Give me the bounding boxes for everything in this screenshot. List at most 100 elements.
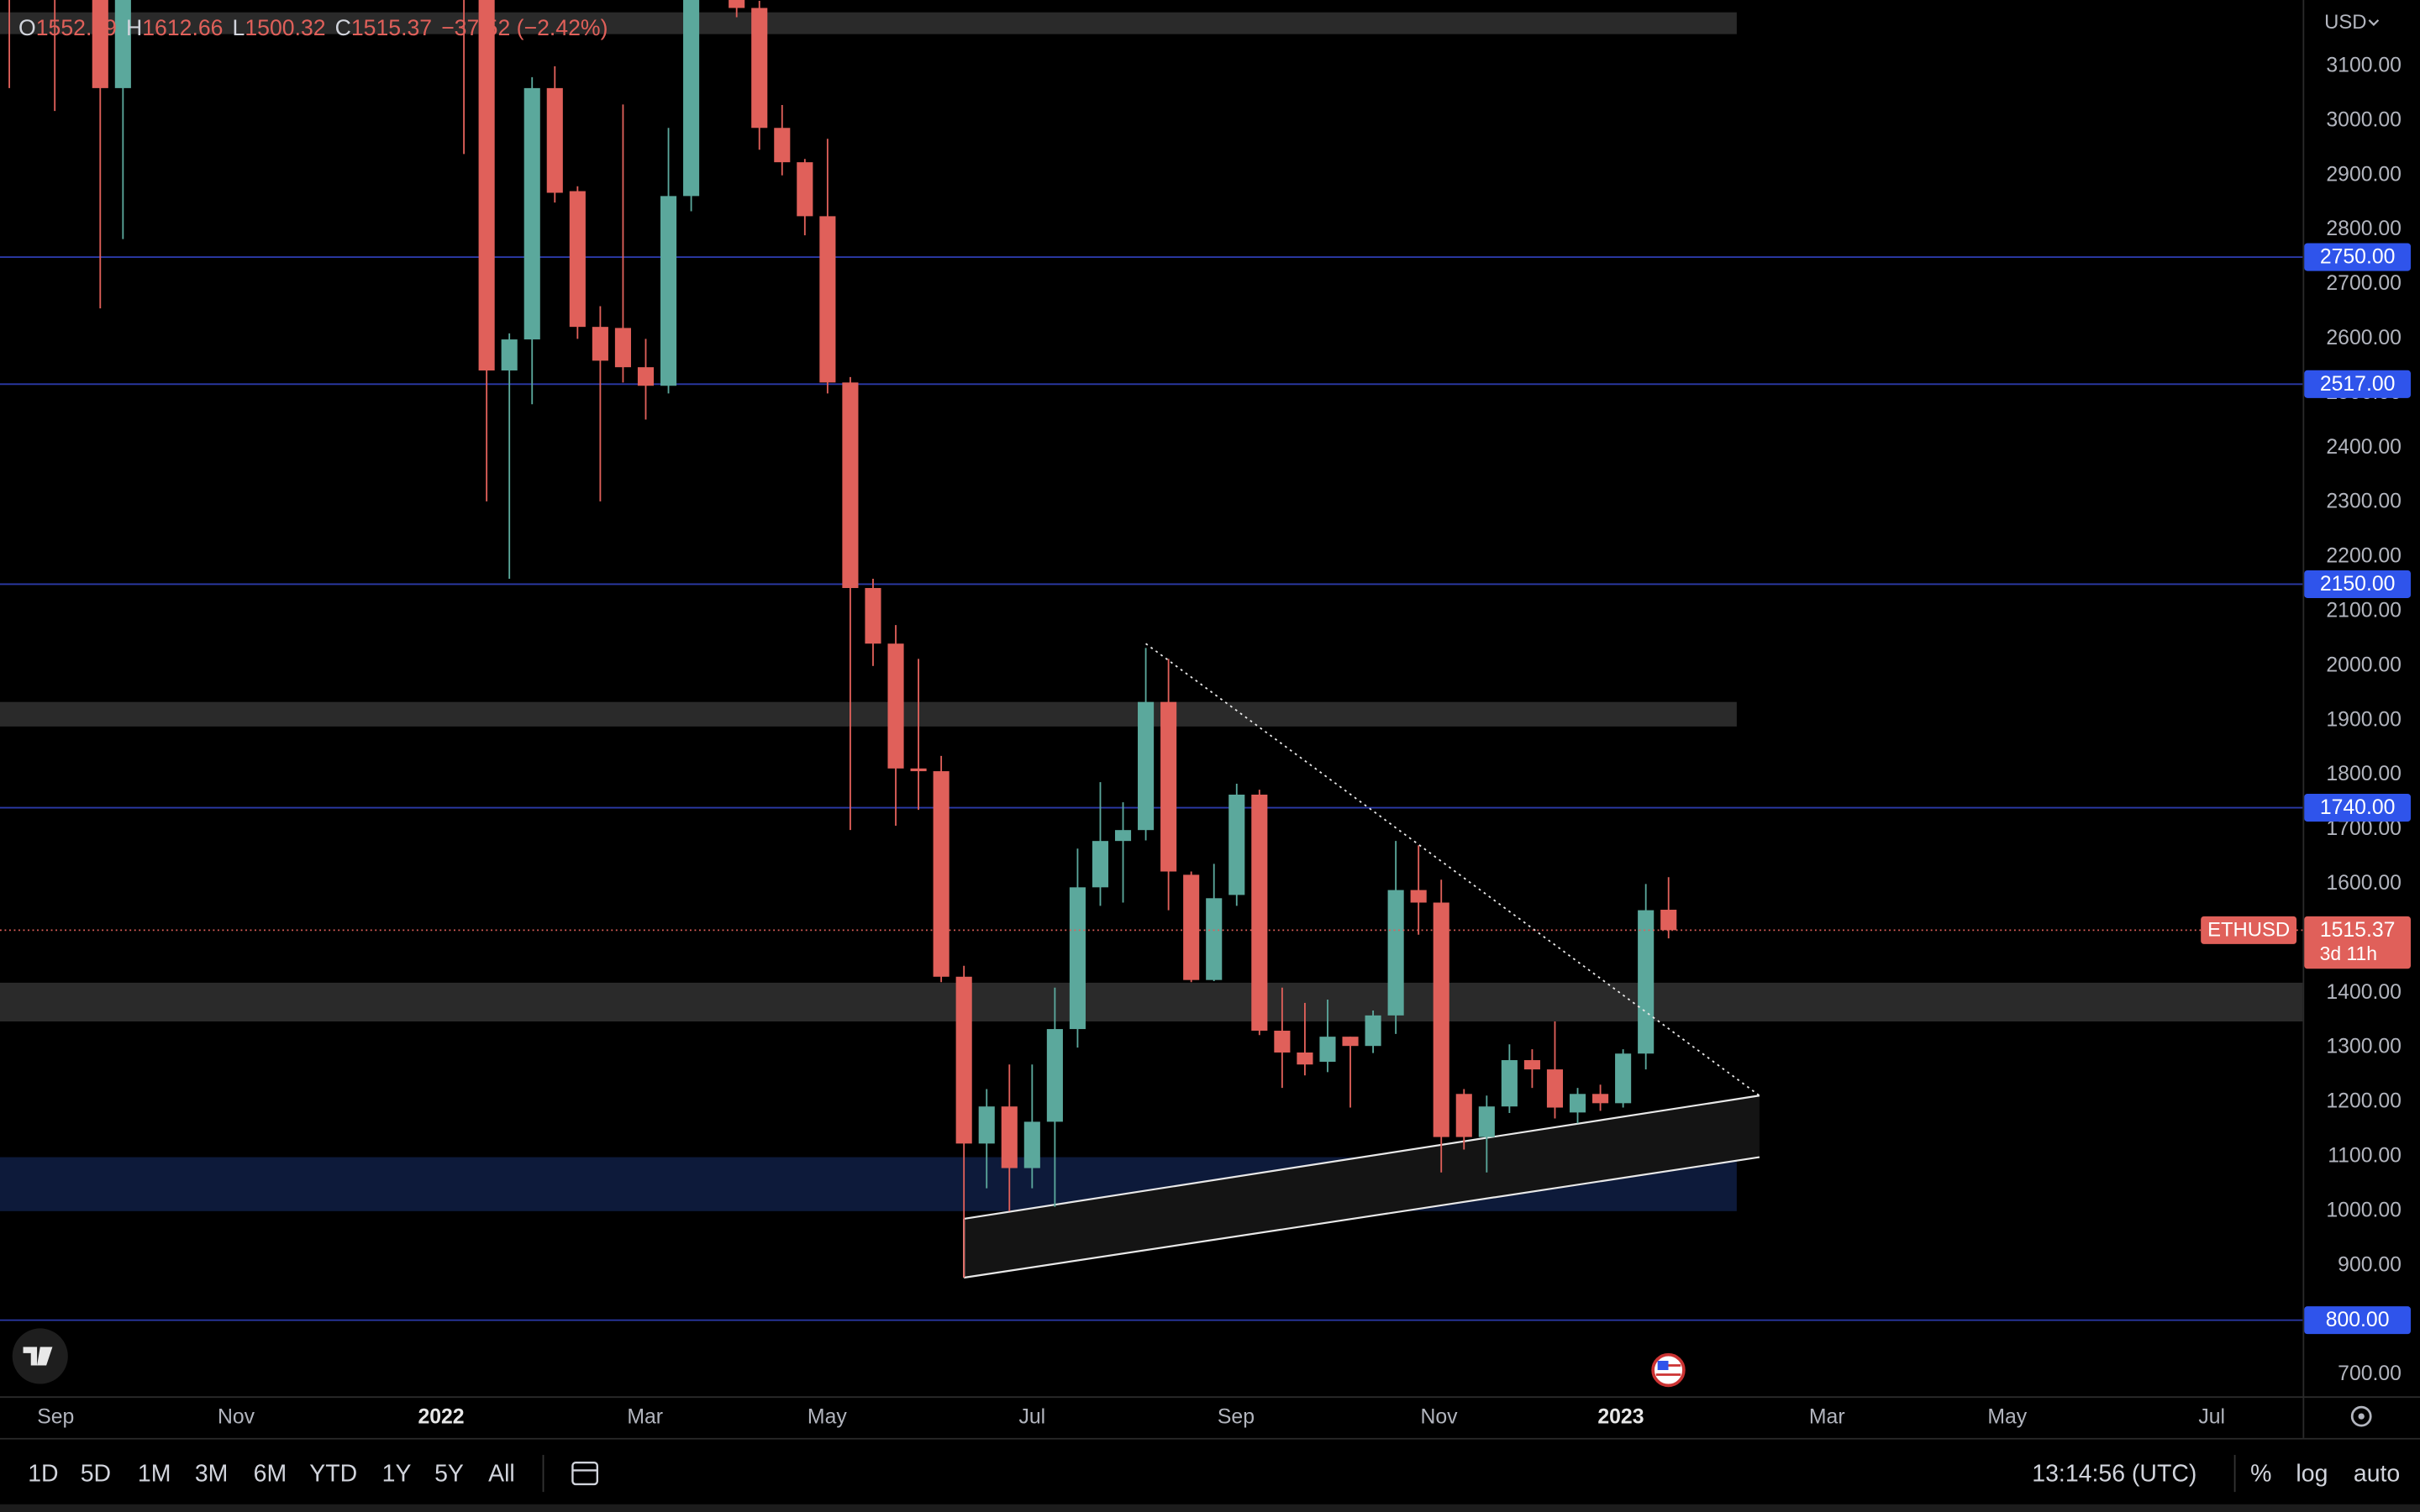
y-tick-label: 1100.00 [2328, 1144, 2402, 1167]
legend-key: L [233, 15, 245, 40]
settings-icon[interactable] [2350, 1405, 2372, 1427]
candle-body [1228, 794, 1245, 895]
y-tick-label: 3100.00 [2326, 54, 2402, 76]
x-tick-label: 2022 [418, 1406, 464, 1429]
y-tick-label: 2700.00 [2326, 272, 2402, 295]
candle-body [501, 339, 518, 371]
range-button[interactable]: All [488, 1460, 515, 1487]
chevron-icon[interactable] [2368, 19, 2380, 26]
candle-body [478, 0, 495, 371]
y-tick-label: 1300.00 [2326, 1036, 2402, 1058]
x-tick-label: 2023 [1597, 1406, 1644, 1429]
bottom-strip [0, 1504, 2420, 1512]
y-tick-label: 1200.00 [2326, 1090, 2402, 1113]
legend-change-pct: (−2.42%) [517, 15, 608, 40]
candle-body [1478, 1106, 1495, 1137]
candle-body [955, 976, 972, 1144]
level-label: 2750.00 [2320, 246, 2396, 269]
symbol-tag [2201, 916, 2297, 944]
candle-body [865, 588, 881, 644]
x-tick-label: May [1987, 1406, 2027, 1429]
calendar-icon[interactable] [571, 1462, 599, 1486]
candle-body [819, 216, 836, 383]
toolbar: 1D 5D 1M 3M 6M YTD 1Y 5Y All 13:14:56 (UTC)% log au… [28, 1460, 2400, 1487]
candle-body [774, 128, 791, 163]
level-label-box [2304, 1306, 2411, 1335]
last-price-box [2304, 916, 2411, 969]
candle-body [92, 0, 108, 88]
y-tick-label: 700.00 [2338, 1362, 2402, 1385]
currency-selector[interactable]: USD [2324, 11, 2366, 34]
range-button[interactable]: 1D [28, 1460, 58, 1487]
price-zone [0, 12, 1737, 34]
symbol-label: ETHUSD [2207, 919, 2290, 942]
legend-value: 1515.37 [351, 15, 432, 40]
range-button[interactable]: YTD [309, 1460, 357, 1487]
scale-option[interactable]: auto [2354, 1460, 2400, 1487]
candle-body [1251, 794, 1268, 1032]
candle-body [887, 643, 904, 769]
candle-body [1069, 887, 1086, 1030]
candle-body [978, 1106, 995, 1144]
candle-body [1387, 890, 1404, 1016]
x-tick-label: Sep [1218, 1406, 1255, 1429]
candle-body [1206, 898, 1223, 980]
level-label: 2517.00 [2320, 373, 2396, 396]
x-tick-label: Jul [2198, 1406, 2225, 1429]
candle-body [660, 196, 677, 386]
range-button[interactable]: 5Y [434, 1460, 464, 1487]
countdown-label: 3d 11h [2320, 942, 2377, 964]
y-tick-label: 2400.00 [2326, 436, 2402, 459]
candle-body [797, 162, 813, 217]
candle-body [1138, 701, 1155, 831]
plot-area [0, 0, 2303, 1321]
candle-body [1160, 701, 1177, 872]
y-tick-label: 1000.00 [2326, 1199, 2402, 1221]
candle-body [592, 327, 608, 361]
y-tick-label: 2000.00 [2326, 654, 2402, 676]
level-label: 800.00 [2326, 1309, 2390, 1331]
candle-body [1183, 874, 1200, 980]
candle-body [1092, 841, 1109, 888]
axes: 700.00 900.00 1000.00 1100.00 1200.00 1300.00… [37, 54, 2411, 1429]
candle-body [933, 771, 950, 977]
y-tick-label: 3000.00 [2326, 108, 2402, 131]
scale-option[interactable]: log [2296, 1460, 2328, 1487]
candle-body [1433, 902, 1449, 1137]
candle-body [1615, 1053, 1632, 1104]
candle-body [683, 0, 700, 197]
candle-body [114, 0, 131, 88]
candle-body [546, 87, 563, 193]
candle-body [1501, 1060, 1518, 1107]
range-button[interactable]: 6M [254, 1460, 287, 1487]
channel-fill [964, 1095, 1760, 1278]
candle-body [523, 87, 540, 340]
y-tick-label: 2800.00 [2326, 218, 2402, 240]
range-button[interactable]: 5D [81, 1460, 111, 1487]
range-button[interactable]: 1Y [382, 1460, 412, 1487]
y-tick-label: 2900.00 [2326, 163, 2402, 186]
candle-body [1546, 1069, 1564, 1108]
candle-body [1660, 910, 1677, 931]
x-tick-label: May [808, 1406, 847, 1429]
candle-body [637, 367, 655, 386]
legend-key: C [335, 15, 351, 40]
range-button[interactable]: 1M [138, 1460, 171, 1487]
candle-body [1455, 1094, 1472, 1137]
clock-label[interactable]: 13:14:56 (UTC) [2032, 1460, 2196, 1487]
candle-body [1569, 1094, 1586, 1113]
last-price-label: 1515.37 [2320, 919, 2396, 942]
channel-line [964, 1095, 1760, 1221]
level-label: 1740.00 [2320, 796, 2396, 819]
scale-option[interactable]: % [2250, 1460, 2271, 1487]
range-button[interactable]: 3M [195, 1460, 229, 1487]
x-tick-label: Nov [1420, 1406, 1458, 1429]
event-flag-icon[interactable] [1651, 1352, 1686, 1388]
price-zone [0, 701, 1737, 727]
level-label-box [2304, 243, 2411, 271]
x-tick-label: Nov [218, 1406, 255, 1429]
candle-body [614, 328, 631, 368]
candle-body [1342, 1037, 1359, 1047]
tradingview-logo[interactable] [12, 1328, 68, 1384]
